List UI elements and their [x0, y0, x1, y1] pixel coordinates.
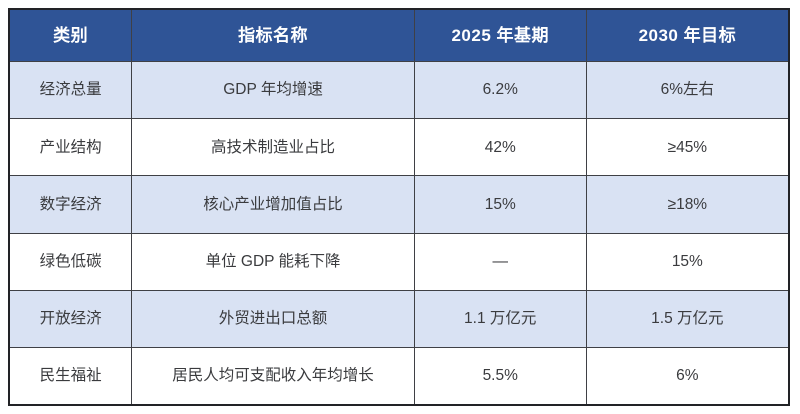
- table-row: 绿色低碳 单位 GDP 能耗下降 — 15%: [10, 232, 788, 290]
- header-cell-category: 类别: [53, 25, 89, 45]
- cell-category: 经济总量: [39, 81, 102, 99]
- header-cell-indicator: 指标名称: [131, 10, 413, 61]
- cell-base-2025: —: [413, 233, 586, 290]
- cell-indicator: 单位 GDP 能耗下降: [131, 233, 413, 290]
- cell-indicator: 居民人均可支配收入年均增长: [131, 347, 413, 405]
- cell-base-2025: 6.2%: [413, 62, 586, 119]
- cell-category: 产业结构: [39, 138, 102, 156]
- cell-category: 民生福祉: [39, 367, 102, 385]
- cell-base-2025: 1.1 万亿元: [413, 290, 586, 347]
- cell-indicator: 外贸进出口总额: [131, 290, 413, 347]
- cell-indicator: 高技术制造业占比: [131, 119, 413, 176]
- cell-category: 绿色低碳: [39, 252, 102, 270]
- table-row: 产业结构 高技术制造业占比 42% ≥45%: [10, 118, 788, 176]
- cell-base-2025: 15%: [413, 176, 586, 233]
- cell-category: 数字经济: [39, 195, 102, 213]
- cell-target-2030: 6%左右: [585, 62, 788, 119]
- table-row: 开放经济 外贸进出口总额 1.1 万亿元 1.5 万亿元: [10, 289, 788, 347]
- cell-target-2030: 1.5 万亿元: [585, 290, 788, 347]
- table-header-row: 类别 指标名称 2025 年基期 2030 年目标: [10, 10, 788, 61]
- cell-base-2025: 42%: [413, 119, 586, 176]
- cell-target-2030: 6%: [585, 347, 788, 405]
- header-cell-target-2030: 2030 年目标: [585, 10, 788, 61]
- cell-category: 开放经济: [39, 310, 102, 328]
- cell-target-2030: ≥45%: [585, 119, 788, 176]
- cell-target-2030: 15%: [585, 233, 788, 290]
- header-cell-base-2025: 2025 年基期: [413, 10, 586, 61]
- indicator-table: 类别 指标名称 2025 年基期 2030 年目标 经济总量 GDP 年均增速 …: [8, 8, 790, 406]
- table-row: 经济总量 GDP 年均增速 6.2% 6%左右: [10, 61, 788, 119]
- table-row: 民生福祉 居民人均可支配收入年均增长 5.5% 6%: [10, 346, 788, 405]
- cell-indicator: GDP 年均增速: [131, 62, 413, 119]
- cell-base-2025: 5.5%: [413, 347, 586, 405]
- cell-target-2030: ≥18%: [585, 176, 788, 233]
- table-row: 数字经济 核心产业增加值占比 15% ≥18%: [10, 175, 788, 233]
- cell-indicator: 核心产业增加值占比: [131, 176, 413, 233]
